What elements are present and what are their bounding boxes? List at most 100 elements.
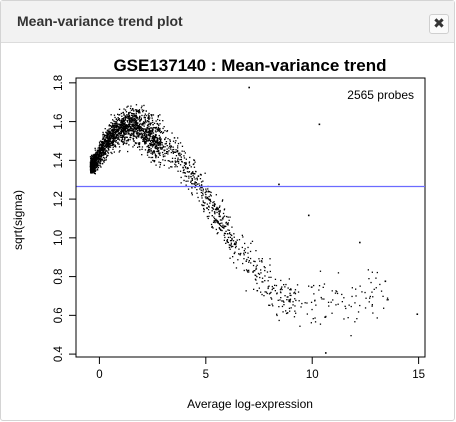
data-point [155,135,157,137]
data-point [336,292,339,295]
data-point [119,135,121,137]
data-point [115,137,117,139]
data-point [248,271,250,273]
data-point [97,147,99,149]
data-point [202,188,204,190]
data-point [169,148,172,150]
data-point [323,283,326,285]
data-point [118,114,120,116]
data-point [154,141,156,143]
data-point [157,129,159,131]
data-point [153,150,155,152]
close-button[interactable]: ✖ [429,14,449,34]
data-point [145,114,147,117]
data-point [152,137,154,139]
data-point [218,213,220,216]
data-point [217,208,220,210]
data-point [226,240,228,242]
data-point [376,317,378,319]
mean-variance-chart: GSE137140 : Mean-variance trend 2565 pro… [11,56,426,411]
data-point [142,128,144,130]
data-point [123,132,125,135]
data-point [173,151,176,153]
data-point [156,138,159,141]
y-tick-label: 0.8 [53,269,65,285]
data-point [276,293,278,295]
data-point [162,156,165,158]
data-point [261,281,263,283]
data-point [140,119,142,121]
data-point [364,307,367,309]
data-point [226,215,228,218]
data-point [147,114,149,116]
data-point [119,131,121,134]
data-point [103,160,105,162]
data-point [106,133,108,135]
data-point [146,126,149,128]
data-point [215,194,217,196]
data-point [155,155,157,158]
data-point [202,200,204,202]
data-point [121,125,123,127]
data-point [157,127,159,129]
data-point [213,218,216,220]
data-point [184,167,187,169]
data-point [134,122,136,124]
data-point [150,131,152,133]
data-point [103,141,105,144]
data-point [128,114,130,116]
data-point [320,296,322,299]
data-point [100,150,102,152]
data-point [384,280,387,283]
data-point [179,164,182,166]
data-point [95,151,97,154]
data-point [97,165,99,167]
data-point [106,150,108,152]
data-point [143,132,145,135]
data-point [150,161,152,163]
data-point [210,191,212,194]
data-point [220,228,222,231]
data-point [103,137,105,139]
data-point [98,164,100,166]
data-point [106,136,108,138]
data-point [108,146,110,149]
data-point [124,119,127,121]
data-point [247,252,249,254]
data-point [140,133,142,135]
data-point [94,170,96,172]
data-point [124,136,126,138]
data-point [113,145,116,147]
data-point [202,204,204,207]
data-point [102,163,104,165]
data-point [111,129,114,132]
data-point [95,163,98,166]
data-point [157,148,159,150]
data-point [117,138,120,140]
data-point [115,135,118,137]
data-point [136,135,139,137]
data-point [128,129,130,132]
data-point [99,163,102,165]
data-point [274,284,276,286]
data-point [231,238,233,240]
data-point [144,131,146,133]
data-point [121,129,123,132]
data-point [194,173,196,175]
data-point [226,233,229,235]
data-point [158,134,160,137]
data-point [185,180,187,182]
data-point [92,156,94,158]
data-point [215,219,217,221]
data-point [167,138,169,140]
data-point [239,253,241,255]
data-point [129,122,131,124]
data-point [91,165,94,167]
data-point [227,216,229,218]
data-point [364,291,366,294]
data-point [109,139,111,141]
data-point [324,352,327,354]
data-point [164,138,166,141]
data-point [137,132,139,134]
data-point [94,173,96,175]
